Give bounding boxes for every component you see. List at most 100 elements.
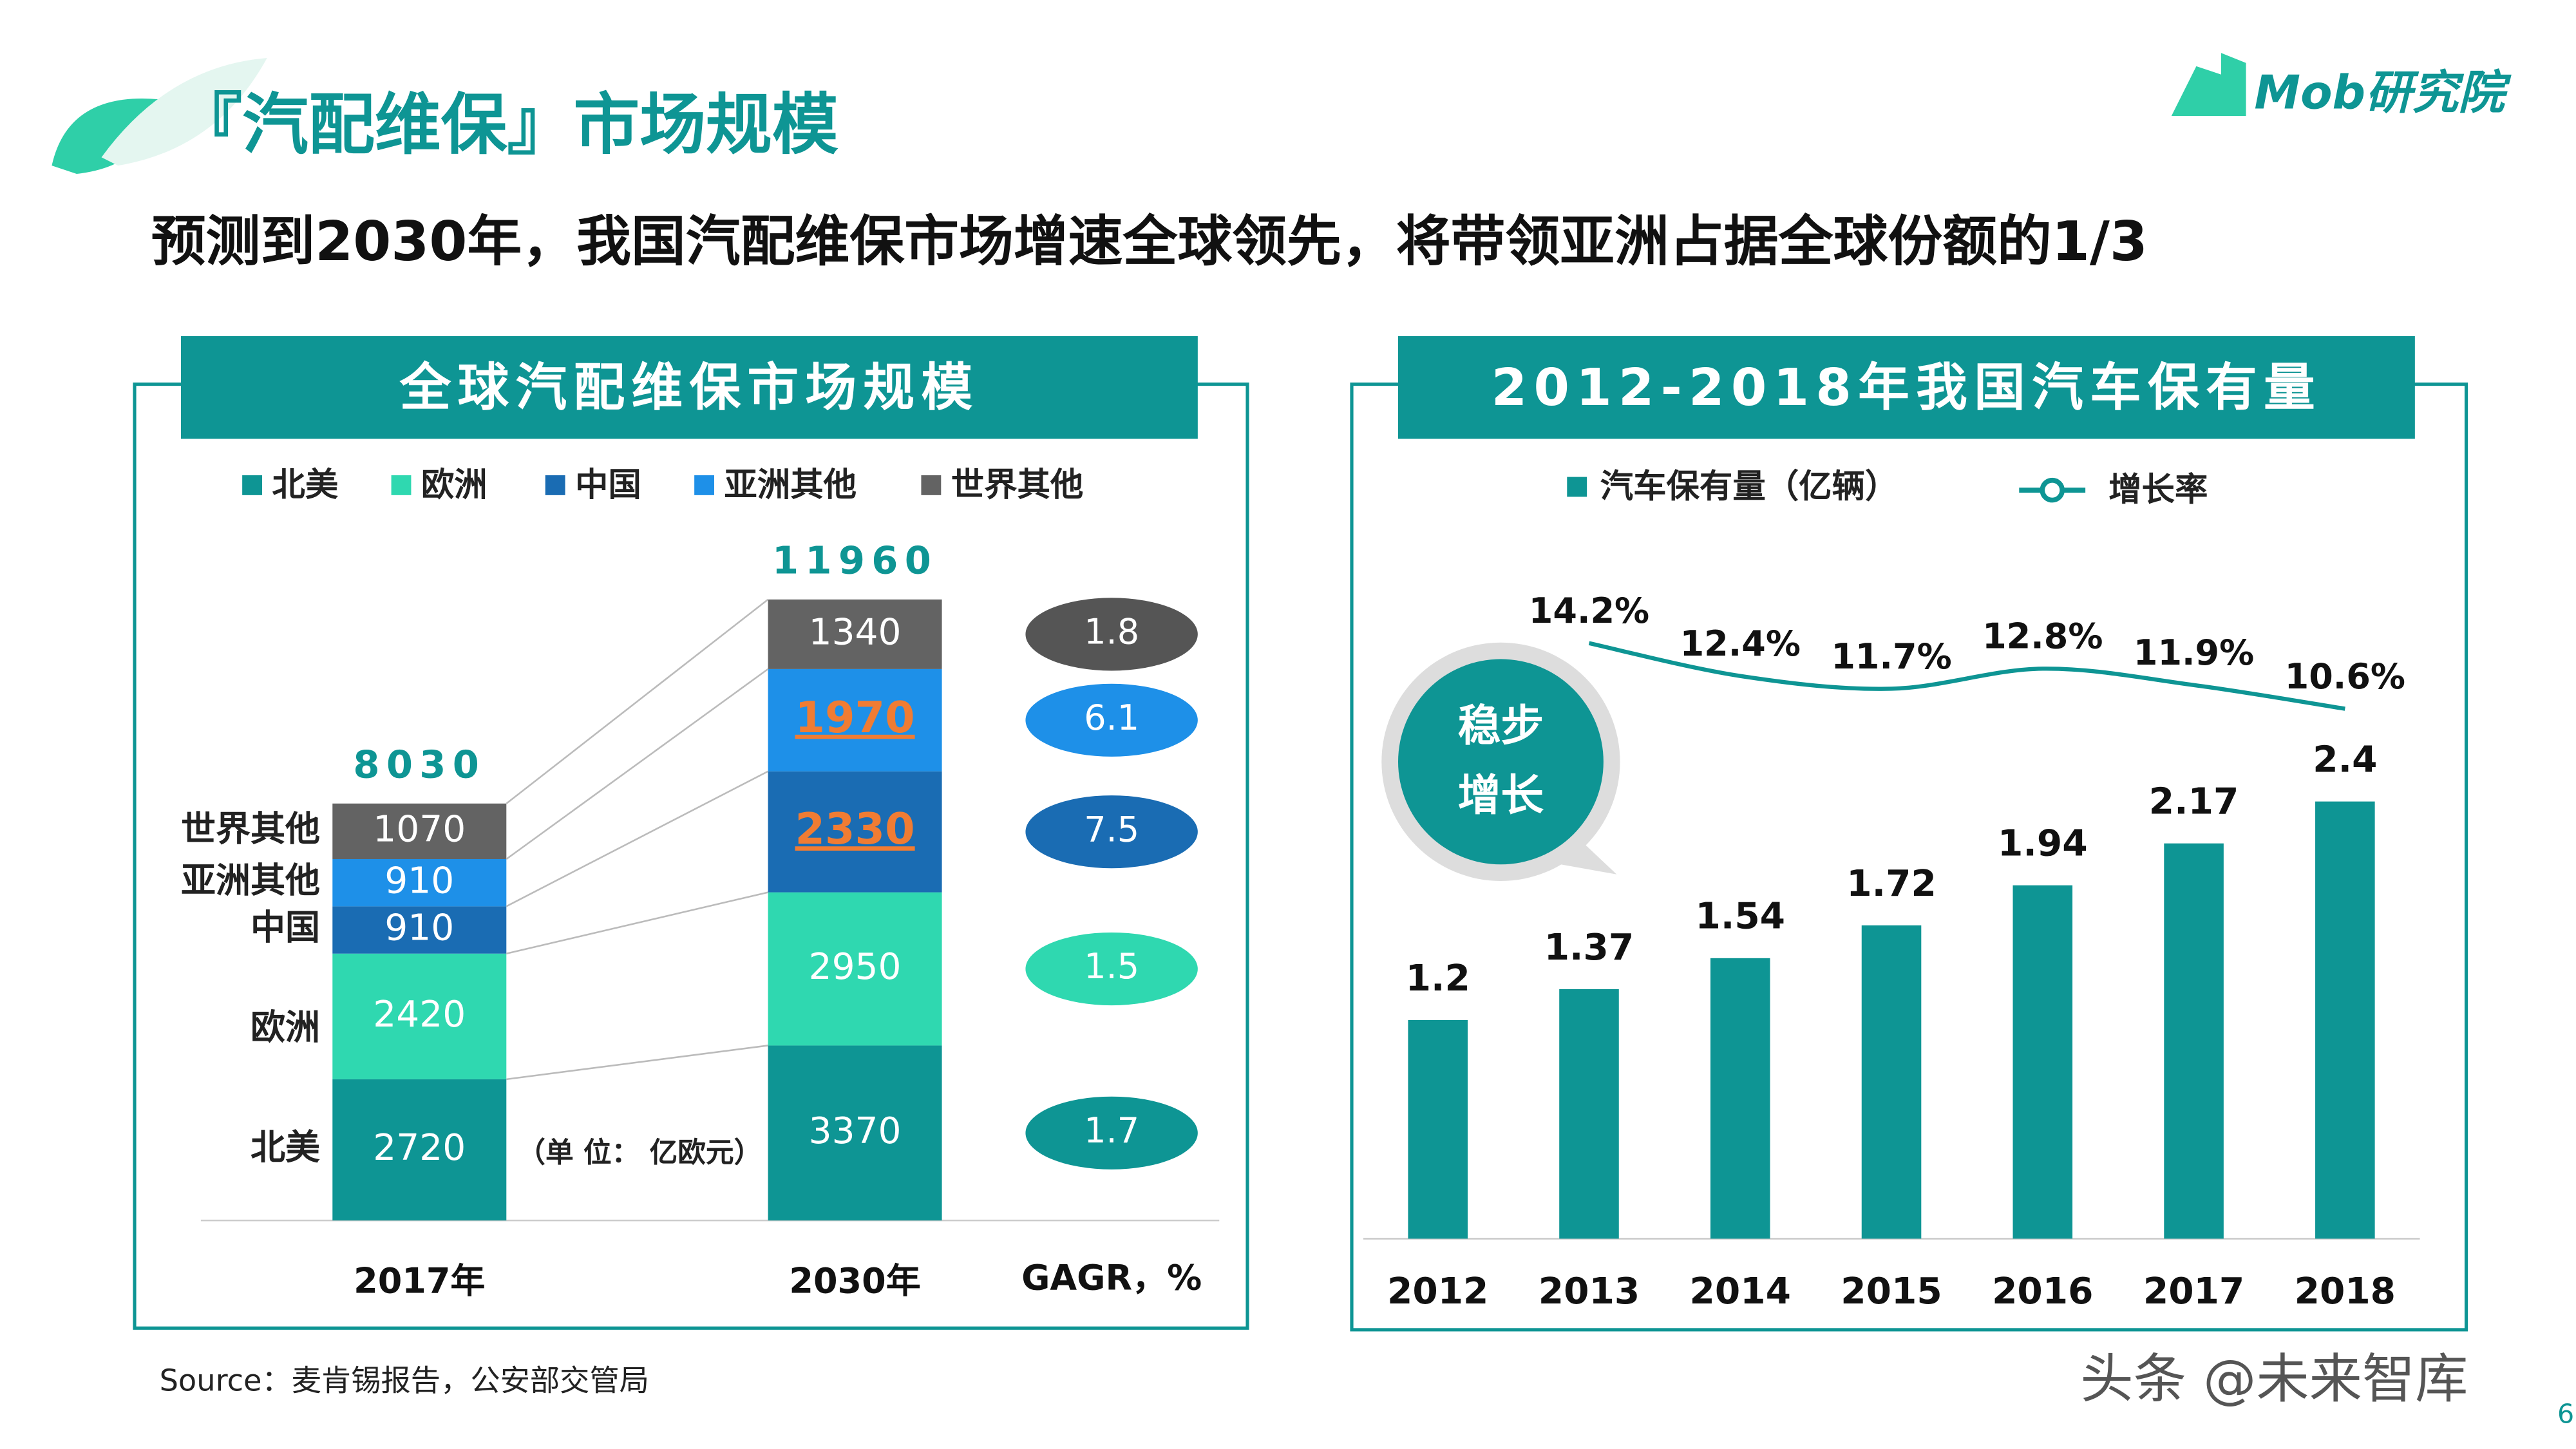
panel-header (181, 336, 1198, 439)
value-label: 2950 (809, 945, 902, 988)
value-label: 1.2 (1406, 957, 1470, 999)
bar (2315, 801, 2375, 1239)
connector (506, 770, 769, 907)
row-label: 亚洲其他 (181, 860, 320, 900)
decor-leaf (52, 99, 160, 174)
gagr-value: 1.8 (1084, 612, 1139, 652)
connector (506, 891, 768, 954)
value-label: 1.37 (1544, 926, 1634, 969)
unit-note: （单 位： 亿欧元） (517, 1136, 762, 1169)
bar-segment (768, 1045, 942, 1221)
chart-title: 全球汽配维保市场规模 (399, 357, 979, 417)
value-label: 2330 (795, 804, 915, 854)
bubble (1398, 659, 1604, 865)
legend-swatch (1567, 477, 1587, 497)
value-label: 2.17 (2149, 781, 2239, 823)
legend-swatch (921, 475, 942, 495)
gagr-value: 1.7 (1084, 1110, 1139, 1151)
bar-segment (332, 953, 507, 1079)
legend-label: 世界其他 (951, 466, 1084, 504)
x-tick-label: 2017 (2143, 1270, 2244, 1312)
bar (1710, 958, 1770, 1239)
gagr-badge (1025, 795, 1198, 869)
legend-swatch (545, 475, 565, 495)
gagr-label: GAGR，% (1021, 1257, 1202, 1298)
bar (1559, 989, 1619, 1239)
decor-leaf (101, 58, 267, 166)
value-label: 1970 (795, 692, 915, 743)
logo-icon (2171, 53, 2246, 116)
chart-title: 2012-2018年我国汽车保有量 (1492, 357, 2322, 417)
source: Source：麦肯锡报告，公安部交管局 (160, 1363, 649, 1398)
x-tick-label: 2030年 (789, 1260, 920, 1301)
row-label: 世界其他 (181, 808, 320, 849)
connector (506, 1045, 768, 1081)
row-label: 北美 (251, 1127, 320, 1168)
bar (2012, 885, 2073, 1239)
logo: Mob研究院 (2254, 66, 2512, 120)
gagr-badge (1025, 683, 1198, 757)
page-title: 『汽配维保』市场规模 (176, 87, 838, 164)
legend-label: 亚洲其他 (724, 466, 857, 504)
annotation: 增长 (1458, 770, 1544, 820)
legend-label: 欧洲 (421, 466, 488, 504)
bar-segment (332, 803, 507, 859)
growth-line (1588, 641, 2345, 711)
x-tick-label: 2017年 (354, 1260, 485, 1301)
value-label: 1.94 (1998, 822, 2088, 865)
bar-segment (768, 668, 942, 772)
value-label: 910 (384, 907, 454, 949)
bar-segment (768, 892, 942, 1046)
gagr-badge (1025, 1096, 1198, 1170)
value-label: 910 (384, 859, 454, 902)
value-label: 1.72 (1846, 862, 1937, 905)
line-label: 10.6% (2285, 656, 2405, 697)
watermark: 头条 @未来智库 (2080, 1349, 2468, 1410)
line-label: 12.4% (1680, 623, 1801, 664)
legend-label: 汽车保有量（亿辆） (1600, 468, 1899, 506)
legend-label: 增长率 (2108, 471, 2208, 509)
value-label: 2720 (373, 1126, 466, 1169)
x-tick-label: 2014 (1690, 1270, 1791, 1312)
value-label: 2420 (373, 993, 466, 1036)
panel-header (1398, 336, 2415, 439)
legend-marker (2040, 477, 2065, 503)
legend-label: 中国 (575, 466, 641, 504)
gagr-badge (1025, 598, 1198, 671)
line-label: 11.7% (1831, 636, 1951, 677)
legend-swatch (391, 475, 412, 495)
value-label: 1070 (373, 808, 466, 850)
total-label: 11960 (772, 538, 938, 582)
bar (1861, 925, 1922, 1239)
value-label: 3370 (809, 1110, 902, 1152)
bar-segment (332, 1079, 507, 1221)
gagr-badge (1025, 932, 1198, 1006)
bar-segment (332, 906, 507, 954)
subtitle: 预测到2030年，我国汽配维保市场增速全球领先，将带领亚洲占据全球份额的1/3 (151, 210, 2148, 274)
row-label: 中国 (251, 907, 320, 948)
connector (506, 668, 769, 860)
gagr-value: 7.5 (1084, 809, 1139, 849)
line-label: 11.9% (2134, 632, 2254, 673)
legend-swatch (242, 475, 262, 495)
x-tick-label: 2015 (1841, 1270, 1942, 1312)
gagr-value: 1.5 (1084, 946, 1139, 987)
line-label: 14.2% (1529, 591, 1649, 631)
bar (2164, 843, 2224, 1239)
x-tick-label: 2018 (2295, 1270, 2396, 1312)
annotation: 稳步 (1458, 701, 1544, 751)
page-number: 6 (2557, 1399, 2574, 1430)
x-tick-label: 2012 (1387, 1270, 1488, 1312)
value-label: 2.4 (2313, 738, 2377, 781)
bar-segment (768, 771, 942, 893)
value-label: 1.54 (1695, 895, 1785, 938)
connector (506, 598, 769, 804)
value-label: 1340 (809, 611, 902, 654)
legend-label: 北美 (272, 466, 338, 504)
bar (1408, 1020, 1468, 1239)
bar-segment (768, 599, 942, 669)
legend-swatch (694, 475, 714, 495)
gagr-value: 6.1 (1084, 697, 1139, 738)
